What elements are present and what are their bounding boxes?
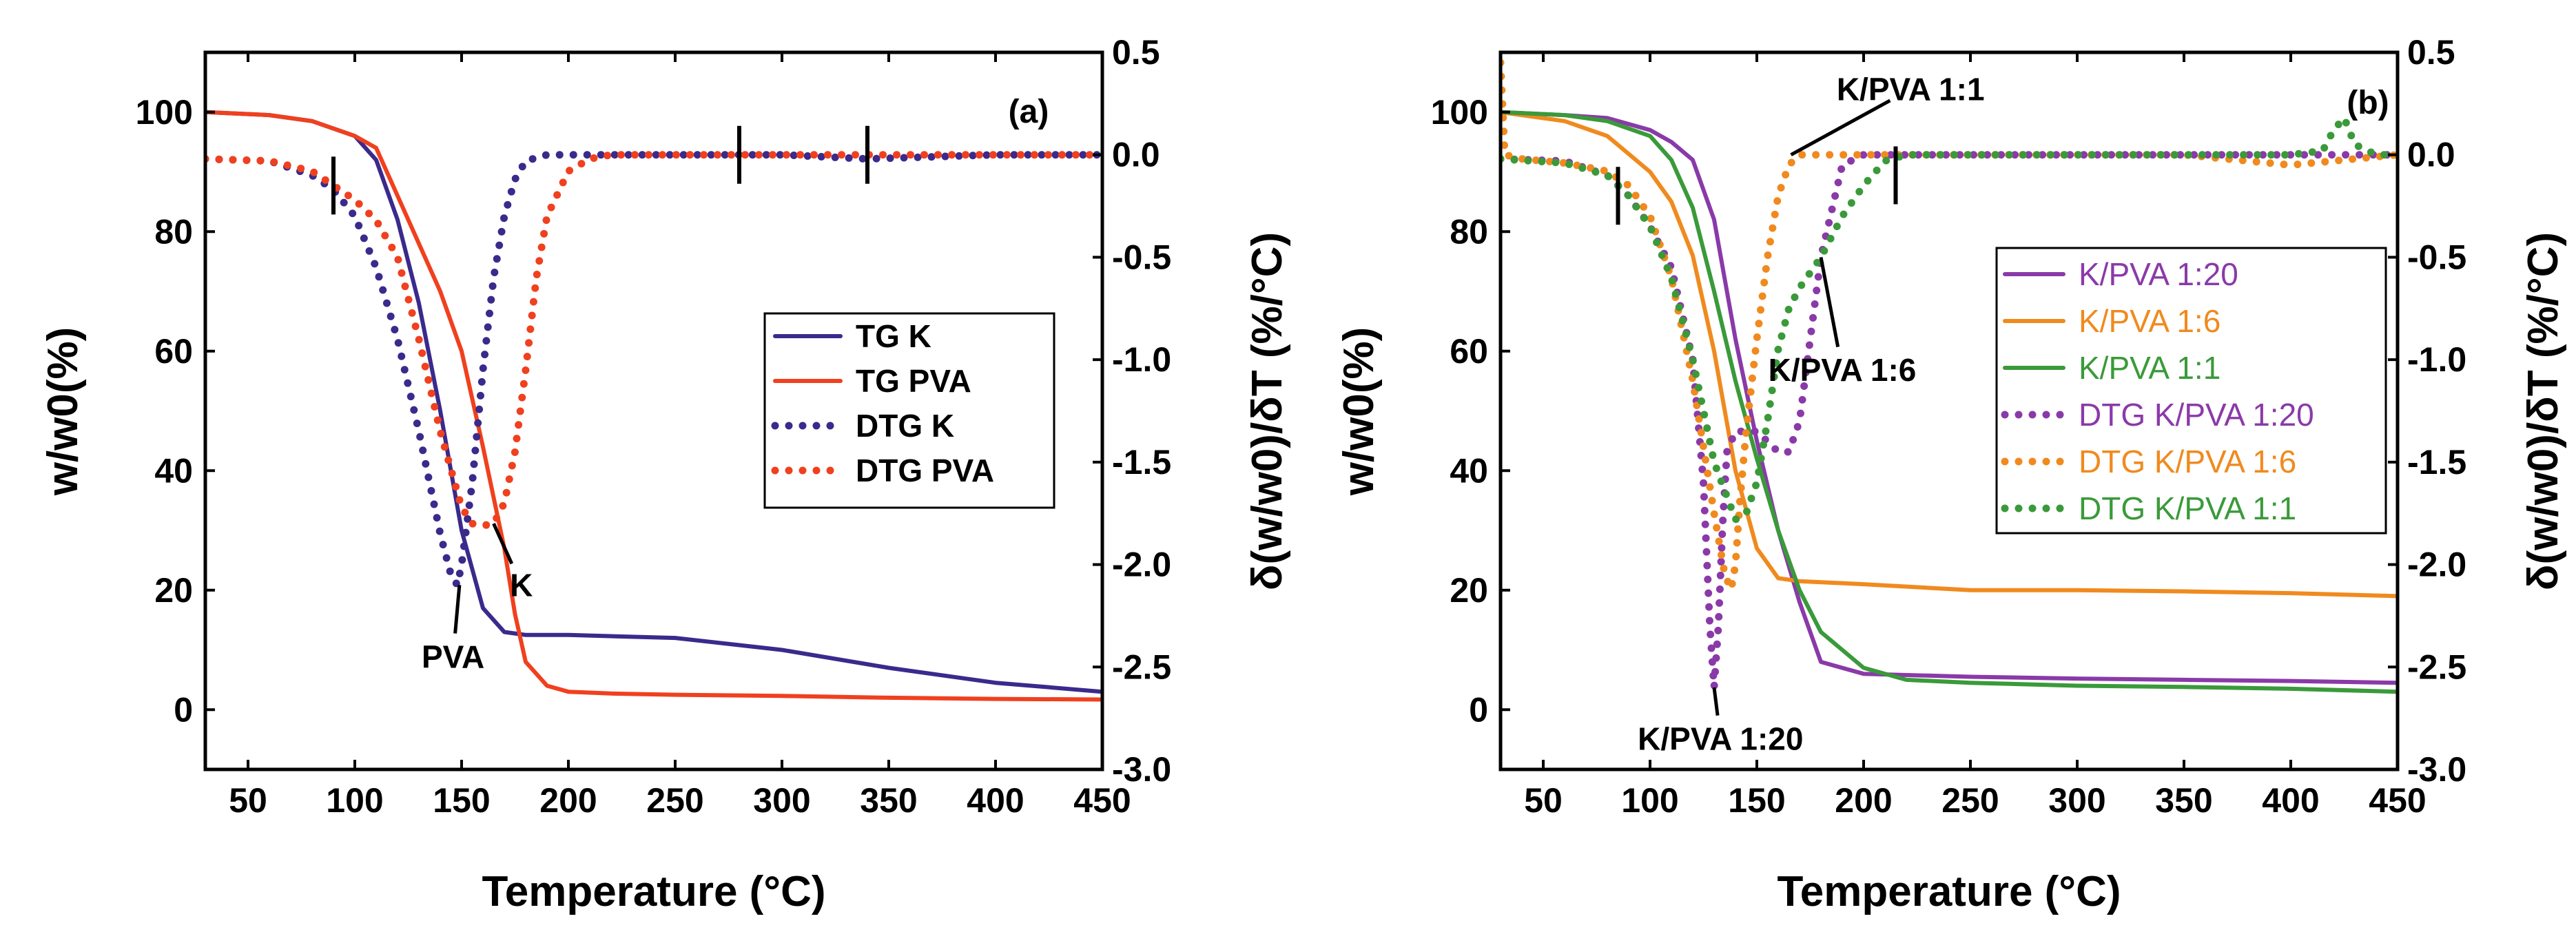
- panel-b-y2-tick-label: 0.5: [2407, 33, 2455, 72]
- panel-a-annotation-label: PVA: [422, 639, 484, 674]
- panel-b-x-tick-label: 200: [1835, 781, 1892, 820]
- panel-b-y-tick-label: 0: [1469, 690, 1488, 729]
- panel-b-legend-label: DTG K/PVA 1:1: [2079, 490, 2296, 526]
- panel-b-series-group: [1501, 59, 2398, 694]
- panel-b-series-k-pva-1-1: [1501, 110, 2398, 694]
- panel-a-y-tick-label: 40: [154, 451, 193, 490]
- panel-a-y2-tick-label: -2.0: [1112, 546, 1171, 584]
- panel-a-x-tick-label: 450: [1073, 781, 1131, 820]
- panel-b-annotation-line: [1712, 687, 1720, 716]
- panel-a-y-tick-label: 80: [154, 212, 193, 251]
- panel-b-y2-tick-label: 0.0: [2407, 136, 2455, 174]
- panel-b-y2-tick-label: -0.5: [2407, 238, 2466, 276]
- panel-b-x-tick-label: 150: [1728, 781, 1785, 820]
- panel-b-legend-label: K/PVA 1:6: [2079, 303, 2220, 339]
- panel-a-x-tick-label: 250: [646, 781, 703, 820]
- panel-b-annotation-label: K/PVA 1:20: [1638, 721, 1803, 756]
- panel-a-legend-label: DTG K: [856, 408, 954, 444]
- panel-b-y2-axis-label: δ(w/w0)/δT (%/°C): [2520, 232, 2567, 590]
- panel-b-plot: K/PVA 1:1 K/PVA 1:6 K/PVA 1:20: [1501, 59, 2398, 756]
- panel-a-plot: PVA K: [205, 110, 1102, 702]
- panel-b-y-tick-label: 40: [1450, 451, 1488, 490]
- panel-b-annotation-line: [1819, 256, 1840, 348]
- panel-a-y-tick-label: 100: [136, 93, 193, 132]
- panel-b-y2-tick-label: -2.0: [2407, 546, 2466, 584]
- panel-a-x-tick-label: 200: [539, 781, 597, 820]
- panel-a-frame: [203, 50, 1104, 772]
- panel-b-x-tick-label: 350: [2155, 781, 2212, 820]
- panel-b-annotation-label: K/PVA 1:6: [1769, 352, 1917, 388]
- panel-b: K/PVA 1:1K/PVA 1:6K/PVA 1:20 50 100 150 200…: [1335, 33, 2567, 915]
- panel-b-series-k-pva-1-6: [1501, 110, 2398, 599]
- panel-a-y2-tick-label: -3.0: [1112, 750, 1171, 789]
- panel-a: PVA K 50 100 150 200 250 300 350 400 450 0 20 40 60 80…: [39, 33, 1291, 915]
- panel-a-annotation-label: K: [510, 567, 533, 603]
- panel-b-legend: K/PVA 1:20 K/PVA 1:6 K/PVA 1:1 DTG K/PVA 1:…: [1995, 247, 2387, 535]
- panel-a-x-tick-label: 400: [967, 781, 1024, 820]
- panel-b-label: (b): [2347, 85, 2389, 121]
- panel-b-y2-tick-label: -1.0: [2407, 340, 2466, 379]
- panel-a-y2-tick-label: -2.5: [1112, 648, 1171, 686]
- panel-b-legend-label: DTG K/PVA 1:6: [2079, 444, 2296, 479]
- panel-b-y-tick-label: 60: [1450, 332, 1488, 371]
- panel-a-y2-tick-label: -1.5: [1112, 443, 1171, 481]
- panel-a-y-tick-label: 20: [154, 571, 193, 610]
- panel-a-x-tick-label: 100: [326, 781, 383, 820]
- panel-b-x-axis-label: Temperature (°C): [1777, 868, 2121, 915]
- panel-b-x-tick-label: 250: [1941, 781, 1999, 820]
- panel-b-y-tick-label: 100: [1431, 93, 1488, 132]
- panel-b-y2-tick-label: -1.5: [2407, 443, 2466, 481]
- panel-a-x-axis-label: Temperature (°C): [482, 868, 825, 915]
- panel-b-x-tick-label: 450: [2369, 781, 2426, 820]
- panel-b-x-tick-label: 50: [1524, 781, 1563, 820]
- panel-a-y2-tick-label: -0.5: [1112, 238, 1171, 276]
- panel-b-x-tick-label: 300: [2048, 781, 2105, 820]
- panel-b-y-tick-label: 80: [1450, 212, 1488, 251]
- panel-a-legend: TG K TG PVA DTG K DTG PVA: [763, 312, 1055, 509]
- panel-b-legend-label: K/PVA 1:20: [2079, 256, 2238, 292]
- panel-b-annotation-label: K/PVA 1:1: [1837, 72, 1985, 107]
- panel-a-series-dtg-k: [205, 151, 1102, 589]
- panel-a-y2-tick-label: 0.0: [1112, 136, 1160, 174]
- panel-a-annotation-line: [453, 585, 462, 634]
- panel-a-y-axis-label: w/w0(%): [39, 327, 87, 497]
- panel-b-y2-tick-label: -3.0: [2407, 750, 2466, 789]
- panel-a-annotation-line: [492, 523, 514, 565]
- panel-a-series-dtg-pva: [205, 151, 1102, 530]
- panel-b-series-k-pva-1-20: [1501, 110, 2398, 685]
- panel-b-annotation-line: [1790, 99, 1891, 156]
- panel-a-y2-axis-label: δ(w/w0)/δT (%/°C): [1244, 232, 1291, 590]
- panel-b-series-dtg-k-pva-1-1: [1501, 114, 2398, 524]
- panel-a-x-tick-label: 300: [753, 781, 810, 820]
- panel-b-frame: [1498, 50, 2400, 772]
- panel-a-legend-label: TG PVA: [856, 363, 971, 399]
- panel-a-legend-box: [763, 312, 1055, 509]
- panel-b-x-tick-label: 400: [2262, 781, 2319, 820]
- panel-a-x-tick-label: 50: [229, 781, 267, 820]
- panel-a-legend-label: DTG PVA: [856, 453, 994, 488]
- panel-a-legend-label: TG K: [856, 318, 931, 354]
- panel-b-y2-tick-label: -2.5: [2407, 648, 2466, 686]
- panel-b-x-tick-label: 100: [1621, 781, 1678, 820]
- panel-b-legend-label: DTG K/PVA 1:20: [2079, 397, 2314, 433]
- panel-b-series-dtg-k-pva-1-6: [1501, 59, 2398, 593]
- panel-a-y2-tick-label: -1.0: [1112, 340, 1171, 379]
- panel-b-legend-rows: K/PVA 1:20 K/PVA 1:6 K/PVA 1:1 DTG K/PVA 1:…: [2001, 256, 2314, 526]
- panel-b-legend-label: K/PVA 1:1: [2079, 350, 2220, 386]
- panel-b-y-tick-label: 20: [1450, 571, 1488, 610]
- panel-a-label: (a): [1009, 94, 1049, 130]
- panel-a-x-tick-label: 150: [433, 781, 490, 820]
- panel-a-legend-rows: TG K TG PVA DTG K DTG PVA: [771, 318, 994, 488]
- panel-a-y-tick-label: 0: [174, 690, 193, 729]
- panel-b-y-axis-label: w/w0(%): [1335, 327, 1383, 497]
- panel-a-y-tick-label: 60: [154, 332, 193, 371]
- panel-a-x-tick-label: 350: [860, 781, 917, 820]
- panel-a-ticks: 50 100 150 200 250 300 350 400 450 0 20 40 60 80 100 0.…: [136, 33, 1172, 820]
- panel-a-y2-tick-label: 0.5: [1112, 33, 1160, 72]
- panel-b-legend-box: [1995, 247, 2387, 535]
